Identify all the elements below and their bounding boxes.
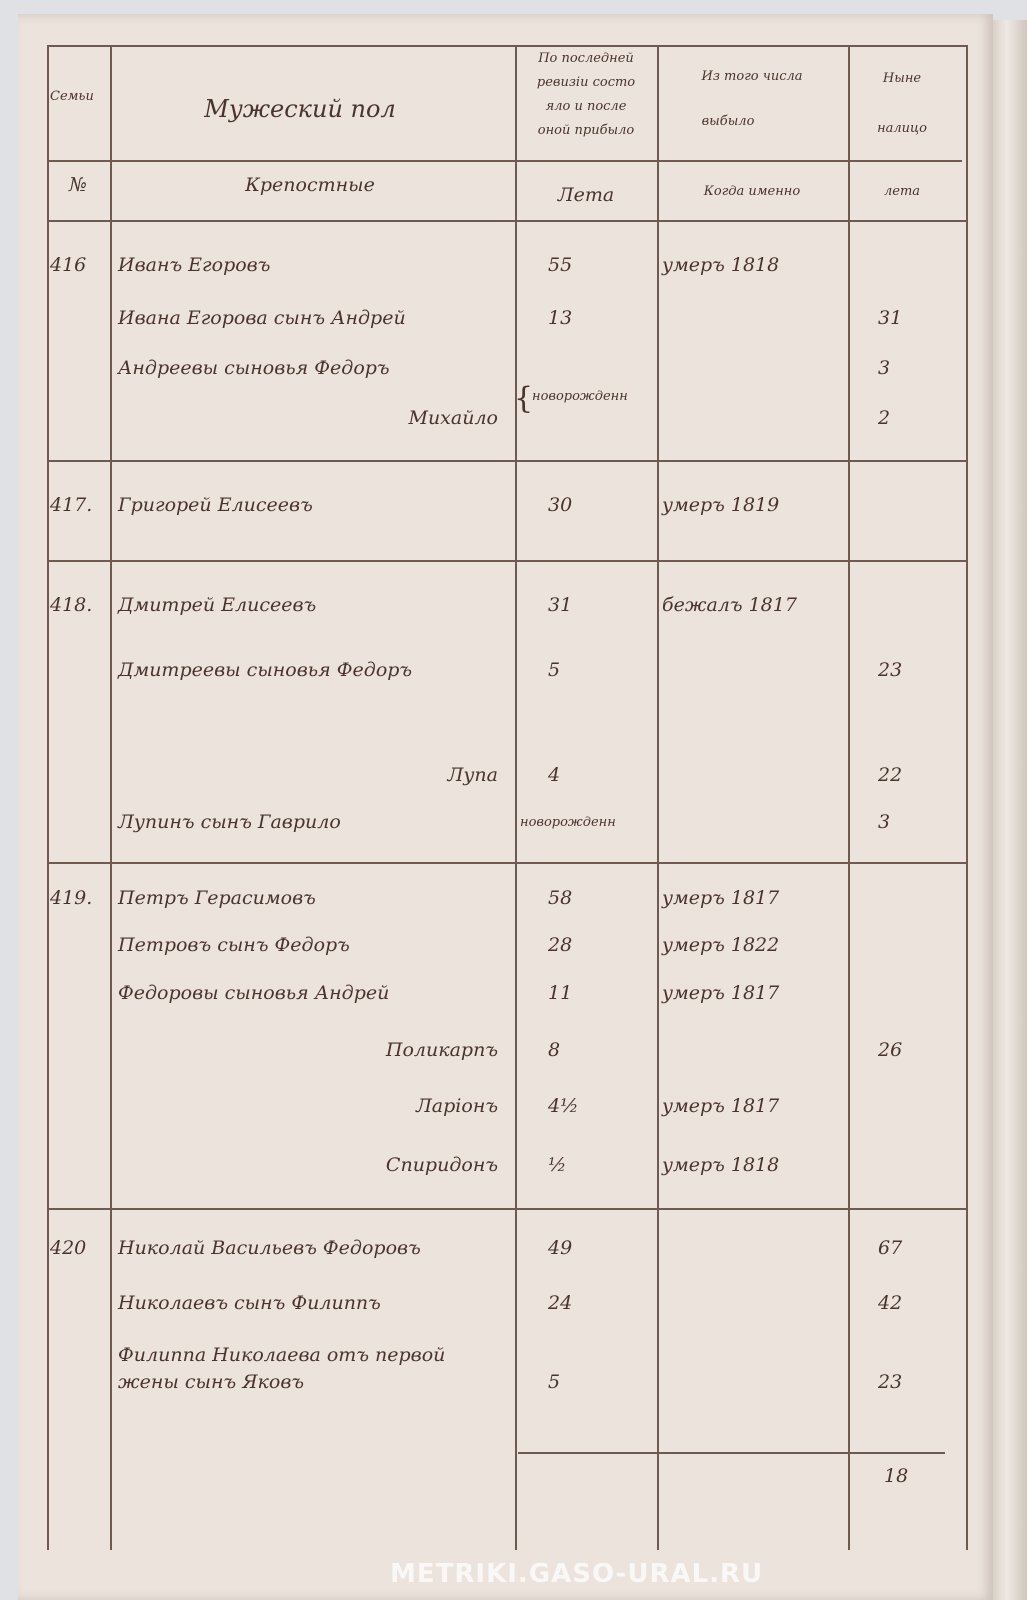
current-age: 67 [878,1237,903,1259]
person-name: жены сынъ Яковъ [118,1371,305,1393]
current-age: 3 [878,811,891,833]
current-age: 23 [878,659,903,681]
family-divider [47,1208,968,1210]
newborn-note: новорожденн [532,389,628,404]
header-last-revision-sub: Лета [557,184,615,206]
departure-note: умеръ 1817 [662,1095,780,1117]
header-name-sub: Крепостные [245,174,375,196]
departure-note: умеръ 1818 [662,254,780,276]
current-age: 22 [878,764,903,786]
person-name: Петръ Герасимовъ [118,887,316,909]
family-number: 416 [50,254,87,276]
family-divider [47,862,968,864]
person-name: Андреевы сыновья Федоръ [118,357,390,379]
age-at-last-revision: 5 [548,1371,561,1393]
departure-note: умеръ 1817 [662,887,780,909]
table-top-border [47,45,968,47]
column-border [848,45,850,1550]
header-now: Ныне [882,71,922,86]
age-at-last-revision: 13 [548,307,573,329]
header-name: Мужеский пол [204,95,396,123]
column-border [515,45,517,1550]
column-border [657,45,659,1550]
header-now-sub: лета [883,184,921,199]
watermark: METRIKI.GASO-URAL.RU [390,1559,764,1589]
age-at-last-revision: 4½ [548,1095,579,1117]
age-at-last-revision: 5 [548,659,561,681]
person-name: Ларіонъ [415,1095,498,1117]
age-at-last-revision: 31 [548,594,573,616]
current-age: 26 [878,1039,903,1061]
total-line [518,1452,945,1454]
person-name: Иванъ Егоровъ [118,254,271,276]
family-number: 417. [50,494,93,516]
person-name: Петровъ сынъ Федоръ [118,934,350,956]
departure-note: умеръ 1819 [662,494,780,516]
age-at-last-revision: новорожденн [520,815,616,830]
family-divider [47,560,968,562]
person-name: Григорей Елисеевъ [118,494,313,516]
departure-note: умеръ 1817 [662,982,780,1004]
book-spine [993,20,1027,1600]
age-at-last-revision: 28 [548,934,573,956]
header-now-2: налицо [877,121,927,136]
current-age: 3 [878,357,891,379]
header-last-revision: По последней [538,51,634,66]
current-age: 23 [878,1371,903,1393]
total-count: 18 [884,1465,909,1487]
family-divider [47,460,968,462]
person-name: Михайло [408,407,498,429]
column-border [47,45,49,1550]
age-at-last-revision: ½ [548,1154,567,1176]
brace-mark: { [514,381,534,416]
header-divider [47,160,962,162]
column-border [966,45,968,1550]
person-name: Лупинъ сынъ Гаврило [118,811,341,833]
departure-note: бежалъ 1817 [662,594,797,616]
person-name: Федоровы сыновья Андрей [118,982,390,1004]
departure-note: умеръ 1818 [662,1154,780,1176]
current-age: 42 [878,1292,903,1314]
person-name: Дмитрей Елисеевъ [118,594,317,616]
person-name: Ивана Егорова сынъ Андрей [118,307,406,329]
age-at-last-revision: 58 [548,887,573,909]
current-age: 31 [878,307,903,329]
column-border [110,45,112,1550]
age-at-last-revision: 11 [548,982,573,1004]
person-name: Поликарпъ [385,1039,498,1061]
header-departed: Из того числа [701,69,803,84]
header-departed-2: выбыло [701,114,755,129]
document-page [18,14,993,1600]
header-family: Семьи [50,89,94,104]
header-last-revision: ревизіи состо [536,75,636,90]
age-at-last-revision: 30 [548,494,573,516]
header-no: № [69,174,87,196]
family-number: 420 [50,1237,87,1259]
header-last-revision: яло и после [545,99,627,114]
departure-note: умеръ 1822 [662,934,780,956]
header-last-revision: оной прибыло [537,123,635,138]
person-name: Спиридонъ [385,1154,498,1176]
age-at-last-revision: 4 [548,764,561,786]
age-at-last-revision: 55 [548,254,573,276]
person-name: Николай Васильевъ Федоровъ [118,1237,421,1259]
family-number: 419. [50,887,93,909]
person-name: Лупа [447,764,498,786]
header-bottom-border [47,220,968,222]
age-at-last-revision: 24 [548,1292,573,1314]
current-age: 2 [878,407,891,429]
person-name: Николаевъ сынъ Филиппъ [118,1292,381,1314]
age-at-last-revision: 8 [548,1039,561,1061]
header-departed-sub: Когда именно [703,184,801,199]
family-number: 418. [50,594,93,616]
person-name: Дмитреевы сыновья Федоръ [118,659,413,681]
person-name: Филиппа Николаева отъ первой [118,1344,446,1366]
age-at-last-revision: 49 [548,1237,573,1259]
